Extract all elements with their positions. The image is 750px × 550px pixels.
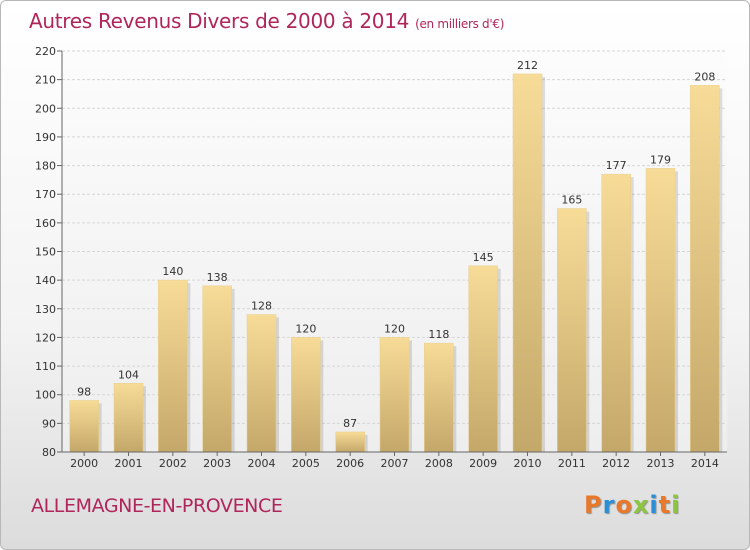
logo-letter: i	[649, 491, 659, 519]
y-tick-label: 90	[42, 417, 56, 430]
chart-subtitle: (en milliers d'€)	[415, 17, 505, 31]
bar	[690, 85, 720, 453]
bar	[645, 168, 676, 453]
x-tick-label: 2011	[558, 457, 586, 470]
bar	[335, 431, 365, 453]
bar	[468, 265, 498, 453]
y-tick-label: 220	[35, 45, 56, 58]
bar-value-label: 98	[77, 385, 91, 398]
x-tick-label: 2001	[115, 457, 143, 470]
x-tick-label: 2012	[602, 457, 630, 470]
bar	[379, 337, 410, 453]
bar	[69, 400, 99, 453]
bar	[424, 342, 454, 453]
x-tick-label: 2003	[203, 457, 231, 470]
bar-value-label: 128	[251, 300, 272, 313]
bar-value-label: 208	[694, 70, 715, 83]
x-tick-label: 2007	[381, 457, 409, 470]
logo-letter: P	[584, 491, 603, 519]
data-labels: 98 104 140 138 128 120 87 120 118 145 212 165 177 179…	[77, 59, 715, 430]
y-tick-label: 80	[42, 446, 56, 459]
bar-value-label: 165	[561, 194, 582, 207]
bar-value-label: 212	[517, 59, 538, 72]
bar-value-label: 179	[650, 153, 671, 166]
y-tick-label: 200	[35, 102, 56, 115]
bars	[69, 73, 723, 453]
y-tick-label: 110	[35, 360, 56, 373]
x-tick-label: 2010	[514, 457, 542, 470]
bar	[557, 208, 587, 453]
logo-letter: i	[671, 491, 681, 519]
bar	[512, 73, 543, 453]
y-tick-label: 210	[35, 74, 56, 87]
bar-value-label: 118	[428, 328, 449, 341]
chart-title: Autres Revenus Divers de 2000 à 2014 (en …	[29, 9, 504, 33]
bar-value-label: 138	[207, 271, 228, 284]
bar-value-label: 87	[343, 417, 357, 430]
bar-value-label: 145	[473, 251, 494, 264]
logo-letter: x	[632, 491, 650, 519]
logo-letter: r	[602, 491, 616, 519]
x-axis: 2000 2001 2002 2003 2004 2005 2006 2007 2008 2009…	[62, 451, 727, 470]
x-tick-label: 2009	[469, 457, 497, 470]
x-tick-label: 2006	[336, 457, 364, 470]
bar	[246, 314, 277, 453]
bar-value-label: 177	[606, 159, 627, 172]
proxiti-logo: Proxiti	[584, 491, 680, 519]
bar	[158, 279, 188, 453]
logo-letter: t	[658, 491, 672, 519]
y-tick-label: 120	[35, 331, 56, 344]
x-tick-label: 2005	[292, 457, 320, 470]
bar-value-label: 104	[118, 368, 139, 381]
bar	[601, 173, 631, 453]
bar	[113, 383, 144, 453]
y-tick-label: 100	[35, 389, 56, 402]
bar-value-label: 120	[295, 322, 316, 335]
place-name: ALLEMAGNE-EN-PROVENCE	[31, 495, 283, 517]
bar-value-label: 140	[162, 265, 183, 278]
y-tick-label: 140	[35, 274, 56, 287]
bar	[291, 337, 321, 453]
y-tick-label: 170	[35, 188, 56, 201]
x-tick-label: 2002	[159, 457, 187, 470]
chart-title-text: Autres Revenus Divers de 2000 à 2014	[29, 9, 410, 33]
y-tick-label: 180	[35, 160, 56, 173]
x-tick-label: 2004	[248, 457, 276, 470]
x-tick-label: 2013	[647, 457, 675, 470]
bar	[202, 285, 232, 453]
y-tick-label: 190	[35, 131, 56, 144]
x-tick-label: 2000	[70, 457, 98, 470]
y-tick-label: 160	[35, 217, 56, 230]
y-tick-label: 150	[35, 246, 56, 259]
y-axis: 80 90 100 110 120 130 140 150 160 170 180 190 200 210…	[35, 45, 63, 459]
logo-letter: o	[615, 491, 633, 519]
bar-value-label: 120	[384, 322, 405, 335]
y-tick-label: 130	[35, 303, 56, 316]
x-tick-label: 2008	[425, 457, 453, 470]
x-tick-label: 2014	[691, 457, 719, 470]
